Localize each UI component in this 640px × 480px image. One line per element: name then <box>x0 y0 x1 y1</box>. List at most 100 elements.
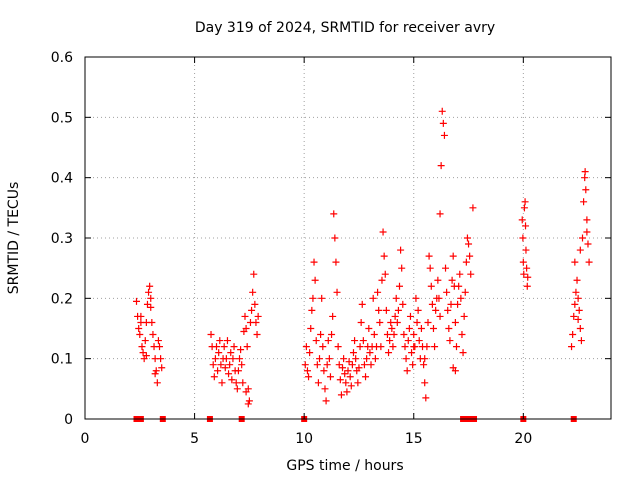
data-point <box>571 300 579 308</box>
data-point <box>243 343 251 351</box>
data-point <box>572 288 580 296</box>
plot-frame <box>84 56 612 420</box>
data-point <box>391 312 399 320</box>
data-point <box>221 364 229 372</box>
data-point <box>469 204 477 212</box>
data-point <box>365 325 373 332</box>
data-point <box>581 174 589 182</box>
data-point <box>143 300 151 308</box>
data-point <box>345 358 353 366</box>
data-point <box>421 355 429 363</box>
data-point <box>370 331 378 339</box>
data-point <box>236 355 244 363</box>
data-point <box>358 300 366 308</box>
data-point <box>216 337 224 345</box>
y-axis-label: SRMTID / TECUs <box>6 182 22 295</box>
data-point <box>254 312 262 320</box>
data-point <box>242 325 250 332</box>
data-point <box>406 312 414 320</box>
axis-ticks: 0 0.1 0.2 0.3 0.4 0.5 0.6 0 5 10 15 20 <box>51 50 611 447</box>
data-point <box>463 234 471 242</box>
data-point <box>523 264 531 272</box>
data-point <box>207 331 215 339</box>
data-point <box>317 331 325 339</box>
data-point <box>253 331 261 339</box>
data-point <box>305 373 313 381</box>
data-point <box>215 349 223 357</box>
data-point <box>417 325 425 332</box>
data-point <box>209 361 217 369</box>
data-point <box>408 349 416 357</box>
data-point <box>575 306 583 314</box>
data-point <box>520 204 528 212</box>
data-point <box>323 361 331 369</box>
data-point <box>452 343 460 351</box>
data-point <box>316 355 324 363</box>
data-point <box>582 186 590 194</box>
data-point <box>354 379 362 387</box>
data-point <box>232 379 240 387</box>
data-point <box>133 297 141 305</box>
data-point <box>422 394 430 402</box>
data-point <box>576 325 584 332</box>
data-point <box>217 361 225 369</box>
data-point <box>357 318 365 326</box>
data-point <box>568 343 576 351</box>
data-point <box>337 391 345 399</box>
data-point <box>445 325 453 332</box>
data-point <box>401 343 409 351</box>
data-point <box>145 288 153 296</box>
data-point <box>341 370 349 378</box>
data-point <box>435 294 443 302</box>
data-point <box>574 315 582 323</box>
data-point <box>314 379 322 387</box>
data-point <box>522 222 530 230</box>
data-point <box>403 367 411 375</box>
data-point <box>367 361 375 369</box>
data-point <box>389 343 397 351</box>
data-point <box>381 270 389 278</box>
data-point <box>436 210 444 218</box>
data-point <box>335 361 343 369</box>
data-point <box>579 234 587 242</box>
data-point <box>571 258 579 266</box>
data-point <box>440 131 448 139</box>
data-point <box>465 240 473 248</box>
data-point <box>146 282 154 290</box>
data-point <box>153 379 161 387</box>
data-point <box>301 361 309 369</box>
grid-lines <box>85 57 611 419</box>
data-point <box>585 258 593 266</box>
data-point <box>220 343 228 351</box>
data-point <box>420 361 428 369</box>
data-point <box>356 343 364 351</box>
data-point <box>519 258 527 266</box>
data-point <box>523 282 531 290</box>
data-point <box>248 306 256 314</box>
data-point <box>233 385 241 393</box>
data-point <box>218 379 226 387</box>
data-point <box>425 252 433 260</box>
data-point <box>380 252 388 260</box>
data-point <box>149 331 157 339</box>
data-point <box>383 331 391 339</box>
data-point <box>466 252 474 260</box>
data-point <box>379 228 387 236</box>
data-point <box>393 318 401 326</box>
data-point <box>336 376 344 384</box>
data-point <box>431 343 439 351</box>
data-point <box>405 325 413 332</box>
data-point <box>414 306 422 314</box>
data-point <box>238 361 246 369</box>
data-point <box>249 288 257 296</box>
data-point <box>239 379 247 387</box>
data-point <box>222 355 230 363</box>
data-point <box>402 355 410 363</box>
data-point <box>227 349 235 357</box>
data-point <box>228 376 236 384</box>
data-point <box>584 240 592 248</box>
data-point <box>352 355 360 363</box>
data-point <box>398 264 406 272</box>
data-point <box>375 306 383 314</box>
